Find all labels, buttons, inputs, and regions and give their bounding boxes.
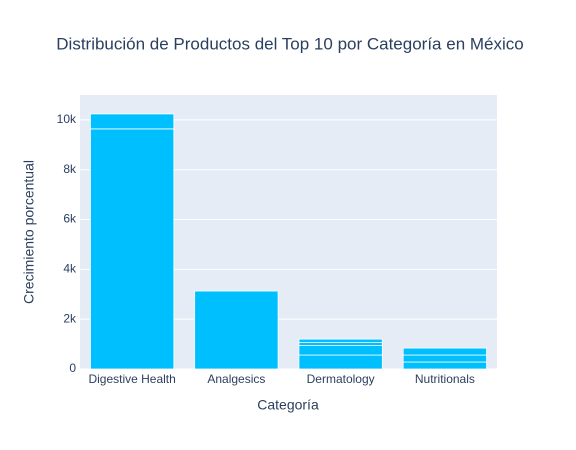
bar-segment — [402, 347, 487, 356]
y-tick-label: 0 — [69, 361, 76, 375]
x-tick-label: Dermatology — [307, 372, 375, 386]
x-tick-label: Nutritionals — [415, 372, 475, 386]
x-tick-label: Digestive Health — [88, 372, 175, 386]
y-tick-label: 6k — [63, 212, 77, 226]
bar-segment — [194, 290, 279, 370]
y-tick-label: 2k — [63, 311, 77, 325]
y-tick-label: 10k — [57, 112, 77, 126]
y-axis-title: Crecimiento porcentual — [21, 160, 37, 304]
bar-segment — [402, 361, 487, 370]
bar-segment — [298, 342, 383, 346]
bar-segment — [90, 113, 175, 130]
chart-title: Distribución de Productos del Top 10 por… — [56, 34, 523, 53]
bar-segment — [90, 128, 175, 370]
y-tick-label: 8k — [63, 162, 77, 176]
bar-segment — [402, 354, 487, 363]
bar-segment — [298, 338, 383, 343]
x-tick-label: Analgesics — [207, 372, 265, 386]
y-tick-label: 4k — [63, 262, 77, 276]
x-axis-title: Categoría — [257, 397, 319, 413]
bar-segment — [298, 354, 383, 370]
bar-segment — [298, 345, 383, 356]
